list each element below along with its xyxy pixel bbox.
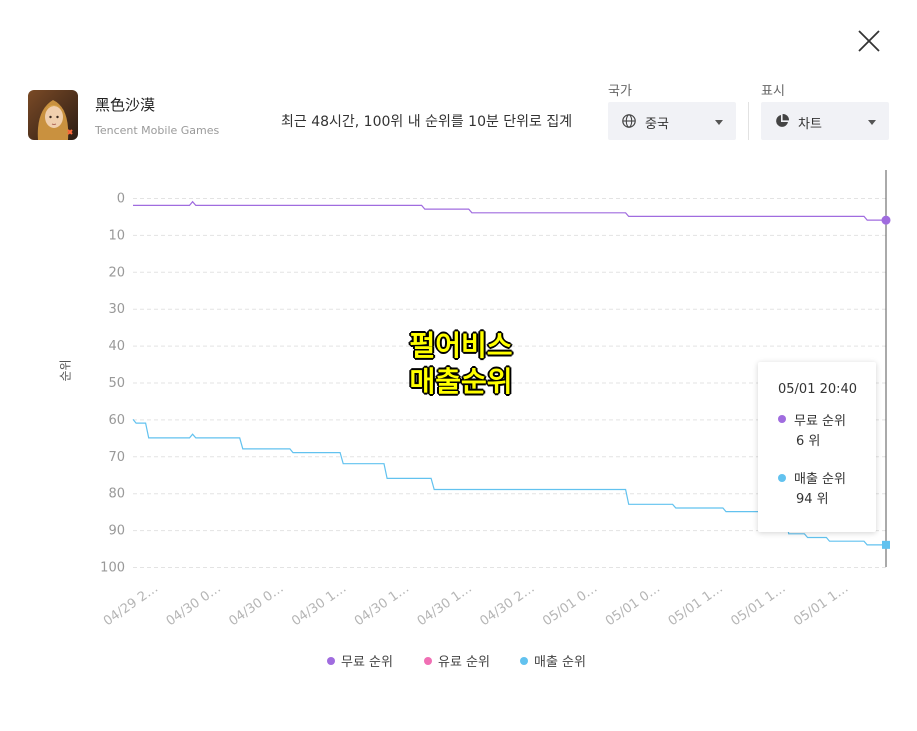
y-tick-label: 40 <box>108 339 125 354</box>
country-select[interactable]: 중국 <box>608 102 736 140</box>
divider <box>748 102 749 140</box>
x-tick-label: 05/01 1… <box>728 581 788 629</box>
legend-grossing[interactable]: 매출 순위 <box>520 651 586 670</box>
y-tick-label: 100 <box>100 561 125 576</box>
chevron-down-icon <box>715 120 723 125</box>
y-tick-label: 60 <box>108 413 125 428</box>
app-title: 黑色沙漠 <box>95 96 156 114</box>
x-tick-label: 05/01 0… <box>540 581 600 629</box>
close-button[interactable] <box>854 26 884 56</box>
x-tick-label: 04/30 2… <box>477 581 537 629</box>
tooltip-free-label: 무료 순위 <box>794 414 846 429</box>
aggregation-description: 최근 48시간, 100위 내 순위를 10분 단위로 집계 <box>281 114 573 130</box>
y-tick-label: 50 <box>108 376 125 391</box>
grossing-rank-dot <box>778 474 786 482</box>
y-tick-label: 0 <box>117 192 125 207</box>
legend-free[interactable]: 무료 순위 <box>327 651 393 670</box>
game-character-icon <box>28 90 78 140</box>
country-select-value: 중국 <box>645 117 669 132</box>
y-tick-label: 80 <box>108 487 125 502</box>
y-tick-label: 10 <box>108 228 125 243</box>
grossing-rank-marker <box>882 540 890 549</box>
legend-paid-label: 유료 순위 <box>438 655 490 670</box>
display-label: 표시 <box>761 84 785 99</box>
y-tick-label: 30 <box>108 302 125 317</box>
pie-chart-icon <box>776 113 790 127</box>
legend-paid[interactable]: 유료 순위 <box>424 651 490 670</box>
tooltip-grossing-value: 94 위 <box>796 492 829 507</box>
y-tick-label: 90 <box>108 524 125 539</box>
legend-paid-dot <box>424 657 432 665</box>
x-tick-label: 05/01 1… <box>666 581 726 629</box>
x-tick-label: 05/01 0… <box>603 581 663 629</box>
legend-free-label: 무료 순위 <box>341 655 393 670</box>
chart-legend: 무료 순위 유료 순위 매출 순위 <box>0 651 917 670</box>
x-tick-label: 04/30 1… <box>352 581 412 629</box>
overlay-caption: 펄어비스 매출순위 <box>396 328 526 400</box>
free-rank-dot <box>778 415 786 423</box>
x-tick-label: 04/29 2… <box>101 581 161 629</box>
legend-grossing-dot <box>520 657 528 665</box>
display-select[interactable]: 차트 <box>761 102 889 140</box>
overlay-line-2: 매출순위 <box>409 365 513 398</box>
series-line <box>132 419 886 546</box>
series-line <box>133 200 886 221</box>
x-tick-label: 04/30 1… <box>415 581 475 629</box>
chevron-down-icon <box>868 120 876 125</box>
overlay-line-1: 펄어비스 <box>409 329 513 362</box>
tooltip-time: 05/01 20:40 <box>778 382 858 397</box>
app-publisher: Tencent Mobile Games <box>95 124 220 137</box>
display-select-value: 차트 <box>798 117 822 132</box>
legend-grossing-label: 매출 순위 <box>534 655 586 670</box>
tooltip-free-value: 6 위 <box>796 434 821 449</box>
x-tick-label: 04/30 0… <box>226 581 286 629</box>
x-tick-label: 04/30 0… <box>164 581 224 629</box>
x-tick-label: 05/01 1… <box>791 581 851 629</box>
country-label: 국가 <box>608 84 632 99</box>
free-rank-marker <box>881 215 891 225</box>
tooltip-grossing-label: 매출 순위 <box>794 472 846 487</box>
chart-tooltip: 05/01 20:40 무료 순위 6 위 매출 순위 94 위 <box>758 362 876 532</box>
legend-free-dot <box>327 657 335 665</box>
globe-icon <box>622 114 636 128</box>
x-tick-label: 04/30 1… <box>289 581 349 629</box>
y-tick-label: 20 <box>108 265 125 280</box>
close-icon <box>858 30 880 52</box>
app-icon <box>28 90 78 140</box>
y-tick-label: 70 <box>108 450 125 465</box>
